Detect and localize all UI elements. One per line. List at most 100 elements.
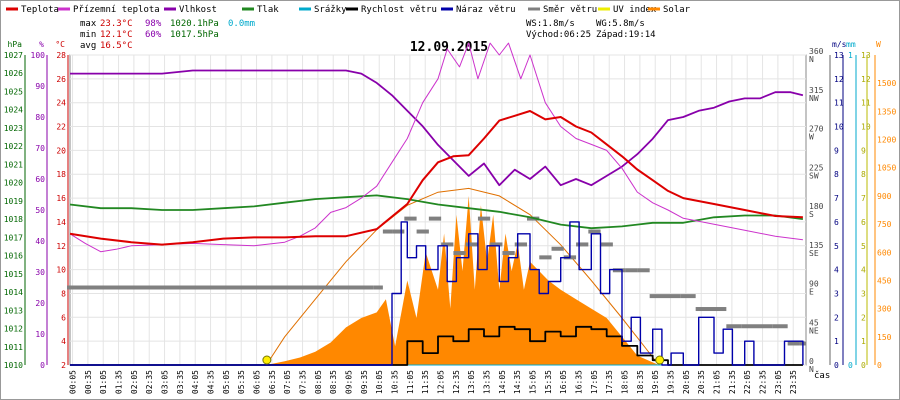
tick-wind-3: 3 bbox=[834, 289, 839, 298]
tick-temperature-1: 4 bbox=[61, 337, 66, 346]
legend-label-4: Srážky bbox=[314, 5, 347, 15]
x-tick-18: 09:05 bbox=[345, 370, 354, 394]
wind-dir-mark-19 bbox=[588, 229, 601, 234]
stat-max-press: 1020.1hPa bbox=[170, 19, 219, 29]
x-tick-45: 22:35 bbox=[759, 370, 768, 394]
tick-solar-7: 1050 bbox=[877, 164, 896, 173]
legend-label-2: Vlhkost bbox=[179, 5, 217, 15]
legend-label-3: Tlak bbox=[257, 5, 279, 15]
tick-wind-2: 2 bbox=[834, 313, 839, 322]
tick-humidity-4: 40 bbox=[35, 237, 45, 246]
tick-pressure-8: 1018 bbox=[4, 215, 23, 224]
tick-solar-9: 1350 bbox=[877, 107, 896, 116]
chart-title: 12.09.2015 bbox=[410, 40, 488, 55]
tick-wind-6: 6 bbox=[834, 218, 839, 227]
wind-dir-mark-16 bbox=[551, 246, 564, 251]
series-wind-speed bbox=[70, 325, 803, 366]
x-tick-39: 19:35 bbox=[667, 370, 676, 394]
tick-temperature-4: 10 bbox=[56, 266, 66, 275]
x-tick-8: 04:05 bbox=[191, 370, 200, 394]
tick-uv-12: 12 bbox=[861, 75, 871, 84]
x-tick-15: 07:35 bbox=[299, 370, 308, 394]
x-tick-4: 02:05 bbox=[130, 370, 139, 394]
tick-humidity-10: 100 bbox=[31, 51, 46, 60]
tick-temperature-2: 6 bbox=[61, 313, 66, 322]
series-pressure bbox=[69, 194, 804, 230]
axis-unit-humidity: % bbox=[39, 40, 44, 49]
tick-solar-3: 450 bbox=[877, 276, 892, 285]
x-tick-25: 12:35 bbox=[452, 370, 461, 394]
wind-dir-mark-15 bbox=[539, 255, 552, 260]
tick-pressure-16: 1026 bbox=[4, 69, 23, 78]
stat-min-hum: 60% bbox=[145, 30, 162, 40]
wind-dir-mark-20 bbox=[600, 242, 613, 247]
series-ground-temp bbox=[69, 42, 803, 253]
x-tick-0: 00:05 bbox=[69, 370, 78, 394]
tick-humidity-6: 60 bbox=[35, 175, 45, 184]
tick-direction-deg-3: 135 bbox=[809, 241, 824, 250]
x-tick-41: 20:35 bbox=[697, 370, 706, 394]
tick-temperature-10: 22 bbox=[56, 123, 66, 132]
tick-direction-deg-4: 180 bbox=[809, 202, 824, 211]
tick-pressure-12: 1022 bbox=[4, 142, 23, 151]
legend-label-1: Přízemní teplota bbox=[73, 5, 160, 15]
x-tick-10: 05:05 bbox=[222, 370, 231, 394]
wind-dir-mark-0 bbox=[67, 285, 374, 290]
x-tick-36: 18:05 bbox=[621, 370, 630, 394]
wind-dir-mark-8 bbox=[453, 251, 466, 256]
x-tick-16: 08:05 bbox=[314, 370, 323, 394]
tick-pressure-14: 1024 bbox=[4, 106, 23, 115]
wind-dir-mark-33 bbox=[787, 341, 800, 346]
tick-uv-0: 0 bbox=[861, 361, 866, 370]
tick-pressure-3: 1013 bbox=[4, 306, 23, 315]
tick-pressure-5: 1015 bbox=[4, 270, 23, 279]
wind-dir-mark-25 bbox=[665, 294, 681, 299]
tick-solar-4: 600 bbox=[877, 248, 892, 257]
tick-uv-6: 6 bbox=[861, 218, 866, 227]
x-tick-28: 14:05 bbox=[498, 370, 507, 394]
tick-uv-4: 4 bbox=[861, 266, 866, 275]
tick-pressure-11: 1021 bbox=[4, 160, 23, 169]
x-tick-35: 17:35 bbox=[605, 370, 614, 394]
axis-unit-rain: mm bbox=[846, 40, 856, 49]
wind-gust-info: WG:5.8m/s bbox=[596, 19, 645, 29]
tick-uv-8: 8 bbox=[861, 170, 866, 179]
x-tick-47: 23:35 bbox=[789, 370, 798, 394]
x-tick-40: 20:05 bbox=[682, 370, 691, 394]
tick-pressure-9: 1019 bbox=[4, 197, 23, 206]
tick-pressure-13: 1023 bbox=[4, 124, 23, 133]
x-tick-20: 10:05 bbox=[375, 370, 384, 394]
tick-uv-7: 7 bbox=[861, 194, 866, 203]
tick-direction-dir-4: S bbox=[809, 210, 814, 219]
x-tick-22: 11:05 bbox=[406, 370, 415, 394]
tick-solar-0: 0 bbox=[877, 361, 882, 370]
x-tick-1: 00:35 bbox=[84, 370, 93, 394]
x-tick-14: 07:05 bbox=[283, 370, 292, 394]
axis-unit-wind: m/s bbox=[832, 40, 847, 49]
tick-pressure-0: 1010 bbox=[4, 361, 23, 370]
x-tick-11: 05:35 bbox=[237, 370, 246, 394]
tick-temperature-13: 28 bbox=[56, 51, 66, 60]
x-tick-43: 21:35 bbox=[728, 370, 737, 394]
tick-humidity-9: 90 bbox=[35, 82, 45, 91]
tick-uv-11: 11 bbox=[861, 99, 871, 108]
tick-direction-deg-5: 225 bbox=[809, 163, 824, 172]
sunset-info: Západ:19:14 bbox=[596, 30, 656, 40]
tick-uv-3: 3 bbox=[861, 289, 866, 298]
tick-rain-0: 0 bbox=[848, 361, 853, 370]
tick-solar-1: 150 bbox=[877, 333, 892, 342]
tick-humidity-5: 50 bbox=[35, 206, 45, 215]
stat-max-temp: 23.3°C bbox=[100, 19, 133, 29]
legend-label-0: Teplota bbox=[21, 5, 59, 15]
x-tick-3: 01:35 bbox=[115, 370, 124, 394]
tick-direction-dir-3: SE bbox=[809, 249, 819, 258]
stat-max-hum: 98% bbox=[145, 19, 162, 29]
tick-pressure-10: 1020 bbox=[4, 179, 23, 188]
x-tick-6: 03:05 bbox=[161, 370, 170, 394]
wind-speed-info: WS:1.8m/s bbox=[526, 19, 575, 29]
stat-avg-temp: 16.5°C bbox=[100, 41, 133, 51]
tick-humidity-8: 80 bbox=[35, 113, 45, 122]
tick-direction-deg-2: 90 bbox=[809, 280, 819, 289]
x-tick-42: 21:05 bbox=[713, 370, 722, 394]
